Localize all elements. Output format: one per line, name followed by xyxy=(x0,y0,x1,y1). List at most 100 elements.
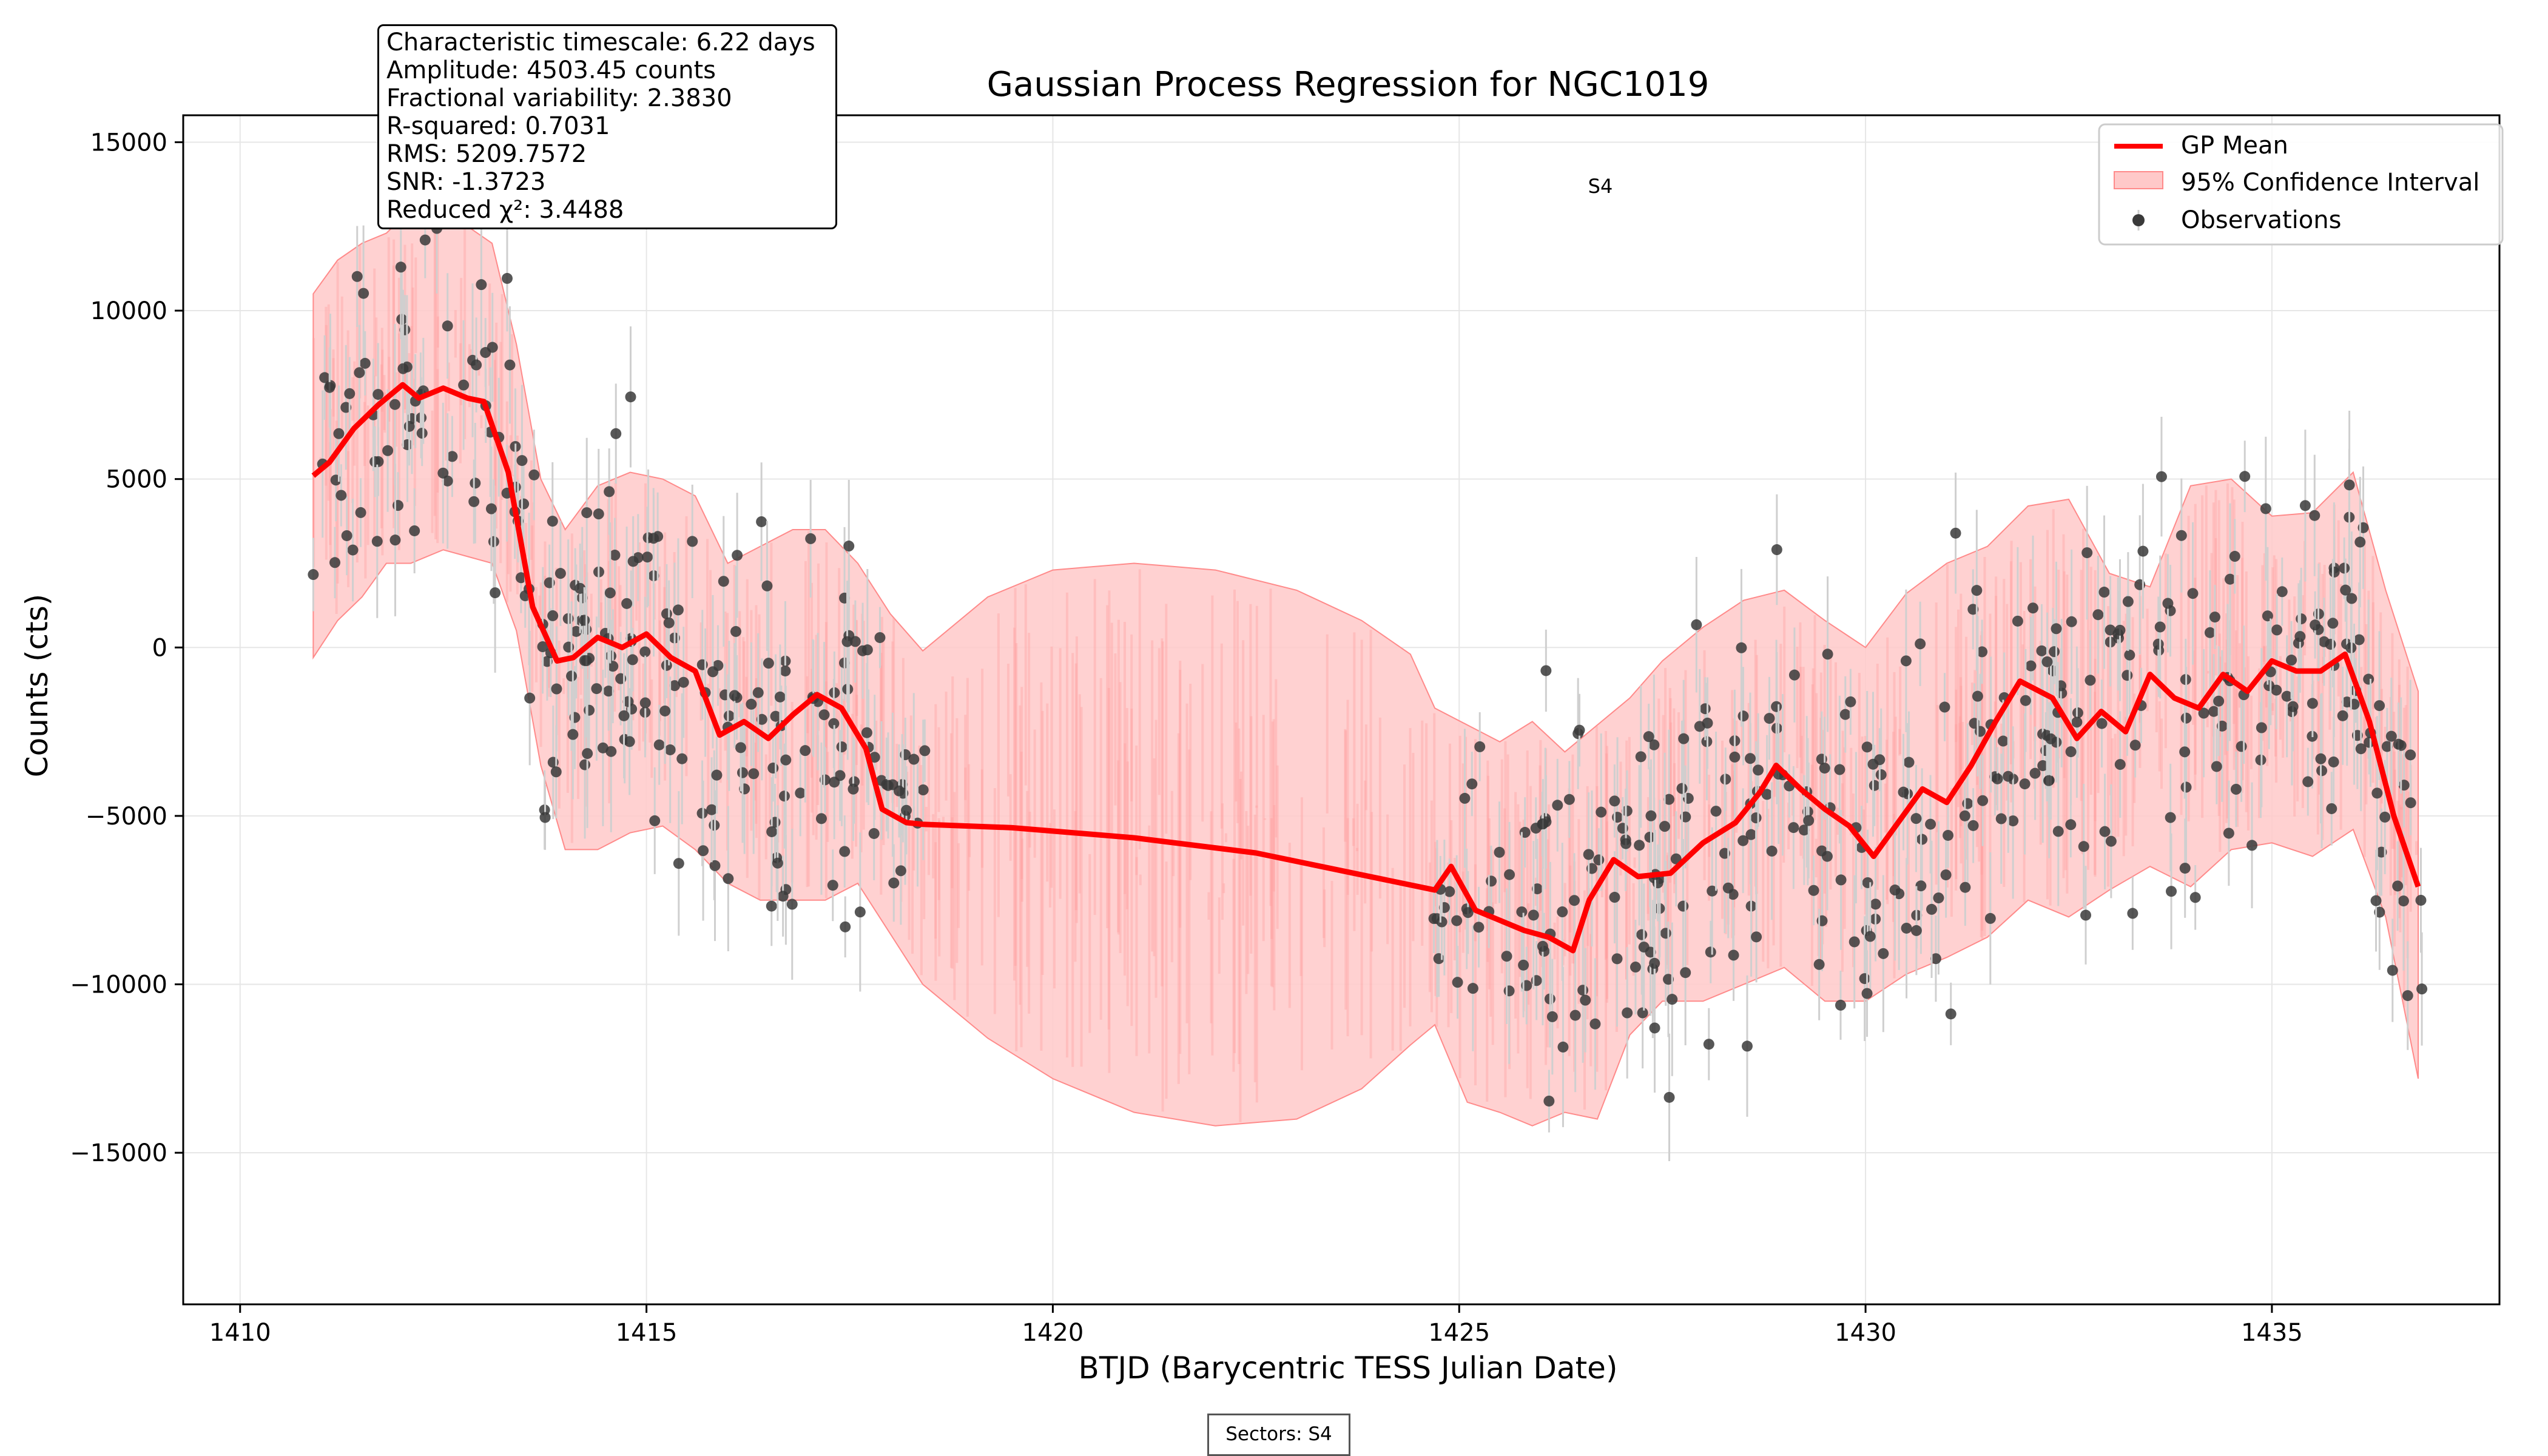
observation-point xyxy=(1869,780,1880,791)
observation-point xyxy=(843,541,855,552)
y-tick-label: 10000 xyxy=(90,297,167,325)
observation-point xyxy=(2105,624,2116,636)
observation-point xyxy=(1667,994,1678,1005)
observation-point xyxy=(1630,962,1641,973)
y-axis-label: Counts (cts) xyxy=(19,594,55,778)
observation-point xyxy=(2296,613,2307,625)
observation-point xyxy=(1859,973,1870,985)
observation-point xyxy=(1898,786,1909,798)
observation-point xyxy=(2114,759,2126,770)
observation-point xyxy=(389,399,400,410)
observation-point xyxy=(698,845,709,857)
observation-point xyxy=(696,807,708,819)
observation-point xyxy=(2092,609,2104,621)
observation-point xyxy=(627,654,638,666)
observation-point xyxy=(2328,566,2340,578)
observation-point xyxy=(1925,818,1936,830)
observation-point xyxy=(2162,598,2174,609)
x-tick-label: 1435 xyxy=(2241,1319,2303,1347)
observation-point xyxy=(547,610,559,621)
observation-point xyxy=(1910,925,1922,936)
observation-point xyxy=(1644,831,1656,843)
observation-point xyxy=(1959,810,1970,821)
x-tick-label: 1425 xyxy=(1428,1319,1490,1347)
observation-point xyxy=(1634,840,1645,851)
observation-point xyxy=(664,744,676,755)
observation-point xyxy=(2415,894,2427,906)
observation-point xyxy=(2043,775,2054,786)
observation-point xyxy=(1822,649,1833,660)
observation-point xyxy=(752,687,764,698)
observation-point xyxy=(1557,906,1568,918)
observation-point xyxy=(1645,810,1657,821)
observation-point xyxy=(1612,812,1623,823)
observation-point xyxy=(382,445,394,456)
observation-point xyxy=(1975,726,1986,737)
y-tick-label: 15000 xyxy=(90,129,167,157)
observation-point xyxy=(607,661,619,672)
observation-point xyxy=(1552,800,1563,811)
observation-point xyxy=(539,812,551,823)
observation-point xyxy=(1537,940,1548,952)
legend-obs-marker xyxy=(2132,214,2145,226)
observation-point xyxy=(1745,753,1756,764)
observation-point xyxy=(2307,698,2318,709)
observation-point xyxy=(1636,929,1648,940)
observation-point xyxy=(882,780,894,791)
observation-point xyxy=(1589,1018,1601,1030)
observation-point xyxy=(2328,756,2339,767)
observation-point xyxy=(2180,712,2192,724)
observation-point xyxy=(2052,826,2064,837)
observation-point xyxy=(1537,818,1549,830)
observation-point xyxy=(1609,795,1620,807)
sectors-label: Sectors: S4 xyxy=(1207,1414,1350,1456)
observation-point xyxy=(1574,724,1585,736)
observation-point xyxy=(372,389,384,400)
observation-point xyxy=(2398,895,2409,907)
observation-point xyxy=(1915,880,1927,892)
observation-point xyxy=(770,710,781,722)
observation-point xyxy=(2204,627,2216,638)
stat-fractional-variability: Fractional variability: 2.3830 xyxy=(386,84,732,112)
observation-point xyxy=(2019,778,2031,790)
observation-point xyxy=(354,367,365,379)
observation-point xyxy=(403,420,415,432)
observation-point xyxy=(1821,851,1833,862)
observation-point xyxy=(1680,967,1691,979)
observation-point xyxy=(1761,789,1773,800)
observation-point xyxy=(2281,690,2293,702)
observation-point xyxy=(2374,700,2385,712)
observation-point xyxy=(2340,584,2351,596)
observation-point xyxy=(1875,769,1887,780)
observation-point xyxy=(1803,815,1815,826)
observation-point xyxy=(1705,946,1716,958)
observation-point xyxy=(1486,875,1497,887)
observation-point xyxy=(718,576,729,587)
observation-point xyxy=(2271,624,2283,636)
observation-point xyxy=(1943,829,1954,841)
observation-point xyxy=(551,683,562,695)
observation-point xyxy=(1745,829,1757,840)
observation-point xyxy=(2036,645,2048,656)
stat-snr: SNR: -1.3723 xyxy=(386,168,546,196)
observation-point xyxy=(2078,841,2089,852)
observation-point xyxy=(2392,880,2404,892)
observation-point xyxy=(393,500,404,511)
observation-point xyxy=(2066,616,2077,627)
observation-point xyxy=(1910,813,1922,824)
observation-point xyxy=(567,729,579,740)
observation-point xyxy=(2346,593,2358,604)
observation-point xyxy=(1862,877,1873,888)
observation-point xyxy=(648,533,659,544)
x-tick-label: 1430 xyxy=(1835,1319,1896,1347)
observation-point xyxy=(1839,709,1851,720)
observation-point xyxy=(1676,783,1688,794)
observation-point xyxy=(1874,754,1886,766)
observation-point xyxy=(537,641,548,653)
observation-point xyxy=(766,900,777,912)
observation-point xyxy=(1753,764,1764,776)
observation-point xyxy=(1939,701,1950,713)
x-axis-ticks: 1410 1415 1420 1425 1430 1435 xyxy=(209,1304,2303,1347)
observation-point xyxy=(2327,618,2339,629)
observation-point xyxy=(488,536,499,547)
